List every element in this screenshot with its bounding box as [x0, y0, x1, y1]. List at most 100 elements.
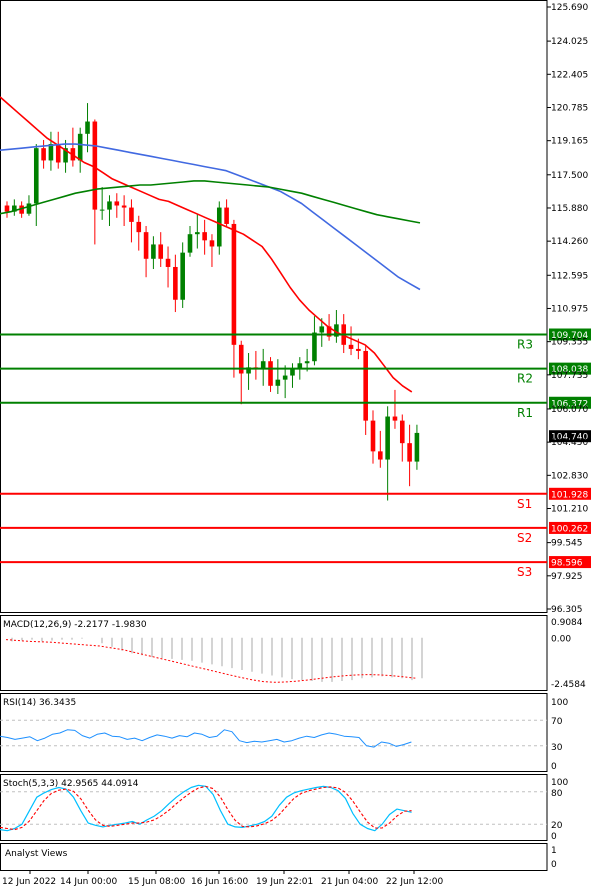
price-tick-label: 110.975	[551, 304, 588, 314]
time-tick-label: 12 Jun 2022	[2, 877, 56, 887]
level-value-s2: 100.262	[551, 524, 588, 534]
candle-body	[385, 416, 390, 460]
time-tick-label: 16 Jun 16:00	[191, 877, 248, 887]
candle-body	[143, 232, 149, 259]
candle-body	[158, 244, 164, 259]
price-axis: 125.690 124.025 122.405 120.785 119.165 117.5…	[547, 3, 588, 615]
candle-body	[282, 375, 288, 380]
time-tick-label: 19 Jun 22:01	[256, 877, 313, 887]
candle-body	[180, 252, 185, 300]
analyst-tick-label: 1	[551, 846, 557, 856]
candle-body	[151, 244, 156, 259]
level-value-r3: 109.704	[551, 331, 588, 341]
level-tag	[549, 487, 591, 500]
candle-body	[326, 326, 332, 337]
analyst-frame	[0, 843, 548, 871]
price-tick-label: 101.210	[551, 505, 588, 515]
current-price-tag	[549, 430, 591, 443]
candle-body	[121, 205, 127, 208]
candle-body	[304, 361, 310, 364]
rsi-tick-label: 70	[551, 717, 563, 727]
candle-body	[195, 232, 200, 235]
level-tag	[549, 328, 591, 341]
candle-body	[378, 451, 383, 460]
candle-body	[107, 201, 112, 210]
main-frame	[0, 0, 548, 613]
candle-body	[165, 258, 171, 267]
price-tick-label: 120.785	[551, 103, 588, 113]
level-value-s3: 98.596	[551, 559, 583, 569]
stoch-tick-label: 80	[551, 789, 563, 799]
candle-body	[297, 363, 303, 370]
level-name-r3: R3	[517, 337, 533, 351]
stoch-frame	[0, 774, 548, 841]
macd-tick-label: 0.00	[551, 635, 571, 645]
time-tick-label: 22 Jun 12:00	[386, 877, 443, 887]
candle-body	[231, 223, 237, 345]
candle-body	[173, 266, 178, 300]
price-tick-label: 99.545	[551, 539, 583, 549]
stoch-tick-label: 20	[551, 821, 563, 831]
main-price-marks	[0, 96, 421, 501]
candle-body	[33, 148, 39, 204]
candle-body	[202, 232, 207, 241]
level-value-s1: 101.928	[551, 490, 588, 500]
candle-body	[12, 205, 17, 212]
candle-body	[41, 148, 46, 161]
stoch-label: Stoch(5,3,3) 42.9565 44.0914	[3, 779, 139, 789]
time-axis: 12 Jun 2022 14 Jun 00:00 15 Jun 08:00 16 Ju…	[2, 870, 443, 887]
candle-body	[114, 201, 120, 206]
rsi-tick-label: 0	[551, 762, 557, 772]
level-value-r1: 106.372	[551, 399, 588, 409]
candle-body	[290, 369, 295, 376]
candle-body	[216, 207, 222, 247]
candle-body	[407, 443, 412, 462]
rsi-frame	[0, 693, 548, 772]
candle-body	[370, 420, 376, 452]
candle-body	[319, 326, 325, 333]
macd-tick-label: 0.9084	[551, 618, 583, 628]
time-tick-label: 14 Jun 00:00	[60, 877, 117, 887]
price-tick-label: 107.735	[551, 371, 588, 381]
candle-body	[224, 207, 229, 224]
candle-body	[275, 379, 281, 386]
price-tick-label: 124.025	[551, 37, 588, 47]
candle-body	[312, 332, 317, 362]
price-tick-label: 115.880	[551, 204, 588, 214]
current-price-label: 104.740	[551, 433, 588, 443]
candle-body	[246, 367, 251, 374]
price-tick-label: 104.450	[551, 438, 588, 448]
price-tick-label: 117.500	[551, 171, 588, 181]
candle-body	[392, 416, 398, 421]
candle-body	[363, 350, 368, 421]
pivot-levels: R3 109.704 R2 108.038 R1 106.372 S1 101.928 S2 10…	[0, 328, 591, 579]
candle-body	[99, 209, 105, 211]
level-name-s3: S3	[517, 565, 532, 579]
analyst-tick-label: 0	[551, 860, 557, 870]
stoch-tick-label: 100	[551, 778, 568, 788]
price-tick-label: 106.070	[551, 405, 588, 415]
level-value-r2: 108.038	[551, 365, 588, 375]
level-name-r2: R2	[517, 372, 533, 386]
candle-body	[356, 348, 361, 351]
level-name-r1: R1	[517, 406, 533, 420]
candle-body	[348, 344, 354, 349]
candle-body	[136, 221, 142, 233]
candle-body	[268, 361, 273, 386]
candle-body	[414, 432, 420, 462]
rsi-label: RSI(14) 36.3435	[3, 698, 76, 708]
candle-body	[129, 207, 134, 222]
candle-body	[85, 121, 90, 134]
candle-body	[4, 205, 10, 212]
rsi-line	[0, 729, 412, 748]
ma-green-line	[0, 180, 421, 224]
candle-body	[334, 324, 339, 337]
candle-body	[55, 144, 61, 163]
ma-blue-line	[0, 143, 421, 291]
price-tick-label: 114.260	[551, 237, 588, 247]
candle-body	[187, 234, 193, 253]
price-tick-label: 102.830	[551, 471, 588, 481]
rsi-tick-label: 30	[551, 743, 563, 753]
